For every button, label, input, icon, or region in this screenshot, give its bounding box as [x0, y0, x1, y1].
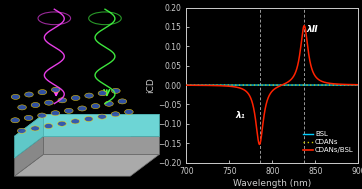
Polygon shape [43, 115, 159, 136]
Ellipse shape [85, 93, 93, 98]
Ellipse shape [31, 102, 40, 108]
Ellipse shape [78, 106, 87, 111]
Ellipse shape [45, 100, 53, 105]
Polygon shape [14, 154, 159, 176]
Ellipse shape [24, 115, 33, 120]
Ellipse shape [125, 109, 133, 115]
Legend: BSL, CDANs, CDANs/BSL: BSL, CDANs, CDANs/BSL [300, 128, 357, 156]
Ellipse shape [111, 88, 120, 93]
Text: λ₁: λ₁ [235, 111, 245, 120]
Ellipse shape [11, 118, 20, 123]
Ellipse shape [11, 94, 20, 99]
Ellipse shape [18, 105, 26, 110]
Polygon shape [43, 136, 159, 154]
Ellipse shape [118, 99, 127, 104]
Ellipse shape [51, 87, 60, 92]
Ellipse shape [25, 92, 33, 97]
Text: λⅡ: λⅡ [306, 25, 317, 34]
Ellipse shape [84, 116, 93, 122]
Ellipse shape [51, 111, 60, 116]
Ellipse shape [98, 91, 107, 96]
Ellipse shape [31, 126, 39, 131]
Y-axis label: iCD: iCD [146, 77, 155, 93]
Ellipse shape [105, 101, 113, 106]
Polygon shape [14, 136, 43, 176]
Ellipse shape [91, 104, 100, 109]
X-axis label: Wavelength (nm): Wavelength (nm) [233, 179, 312, 188]
Ellipse shape [38, 90, 47, 95]
Ellipse shape [71, 95, 80, 101]
Ellipse shape [38, 113, 46, 118]
Ellipse shape [17, 128, 26, 133]
Ellipse shape [58, 98, 67, 103]
Polygon shape [14, 115, 159, 136]
Ellipse shape [98, 114, 106, 119]
Ellipse shape [64, 108, 73, 113]
Ellipse shape [44, 124, 53, 129]
Ellipse shape [111, 112, 120, 117]
Ellipse shape [58, 121, 66, 126]
Ellipse shape [71, 119, 80, 124]
Polygon shape [14, 115, 43, 158]
